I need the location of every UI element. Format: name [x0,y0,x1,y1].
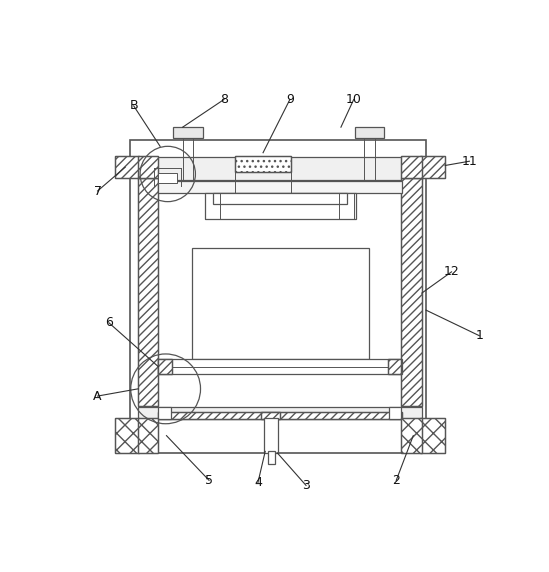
Bar [421,418,445,452]
Bar [159,407,171,419]
Bar [115,418,139,452]
Text: 6: 6 [105,316,113,329]
Text: 9: 9 [286,93,294,106]
Bar [355,127,384,138]
Bar [159,412,402,419]
Bar [401,418,422,452]
Bar [213,193,348,204]
Bar [401,178,422,406]
Bar [236,156,291,172]
Text: 8: 8 [220,93,228,106]
Bar [205,193,356,219]
Bar [115,418,139,452]
Bar [138,418,159,452]
Text: 4: 4 [254,476,262,489]
Bar [115,156,139,178]
Bar [138,156,159,178]
Bar [236,156,291,172]
Bar [159,181,402,193]
Bar [401,418,422,452]
Bar [401,156,422,178]
Text: 5: 5 [205,474,213,487]
Text: 3: 3 [302,479,310,492]
Bar [421,156,445,178]
Bar [138,407,422,419]
Bar [389,407,401,419]
Bar [138,178,159,406]
Bar [130,140,426,452]
Text: A: A [93,390,102,403]
Text: 1: 1 [475,329,483,342]
Text: 11: 11 [462,154,477,168]
Bar [173,127,203,138]
Bar [138,157,422,180]
Bar [265,418,278,452]
Bar [115,156,139,178]
Bar [401,178,422,406]
Bar [268,451,276,464]
Text: 10: 10 [346,93,362,106]
Bar [138,418,159,452]
Bar [388,359,401,374]
Bar [421,418,445,452]
Text: 2: 2 [393,474,400,487]
Bar [159,359,172,374]
Bar [261,412,280,419]
Text: B: B [130,100,138,113]
Bar [401,156,422,178]
Bar [261,412,280,419]
Bar [138,156,159,178]
Bar [192,248,368,359]
Bar [388,359,401,374]
Bar [159,359,172,374]
Text: 7: 7 [93,185,102,197]
Bar [421,156,445,178]
Text: 12: 12 [444,265,460,279]
Bar [159,412,402,419]
Bar [158,173,177,184]
Bar [138,178,159,406]
Bar [159,359,402,374]
